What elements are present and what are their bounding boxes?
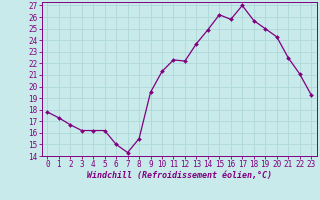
X-axis label: Windchill (Refroidissement éolien,°C): Windchill (Refroidissement éolien,°C) — [87, 171, 272, 180]
